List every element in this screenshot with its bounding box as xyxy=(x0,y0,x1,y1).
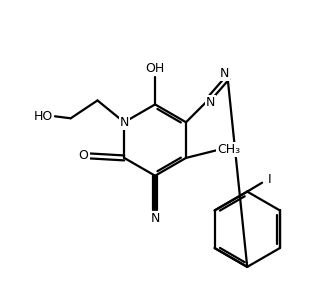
Text: N: N xyxy=(206,96,215,109)
Text: CH₃: CH₃ xyxy=(217,142,240,156)
Text: OH: OH xyxy=(145,62,165,75)
Text: HO: HO xyxy=(33,110,52,123)
Text: N: N xyxy=(120,116,129,129)
Text: O: O xyxy=(79,149,89,162)
Text: I: I xyxy=(268,173,272,186)
Text: N: N xyxy=(220,67,229,80)
Text: N: N xyxy=(150,212,160,225)
